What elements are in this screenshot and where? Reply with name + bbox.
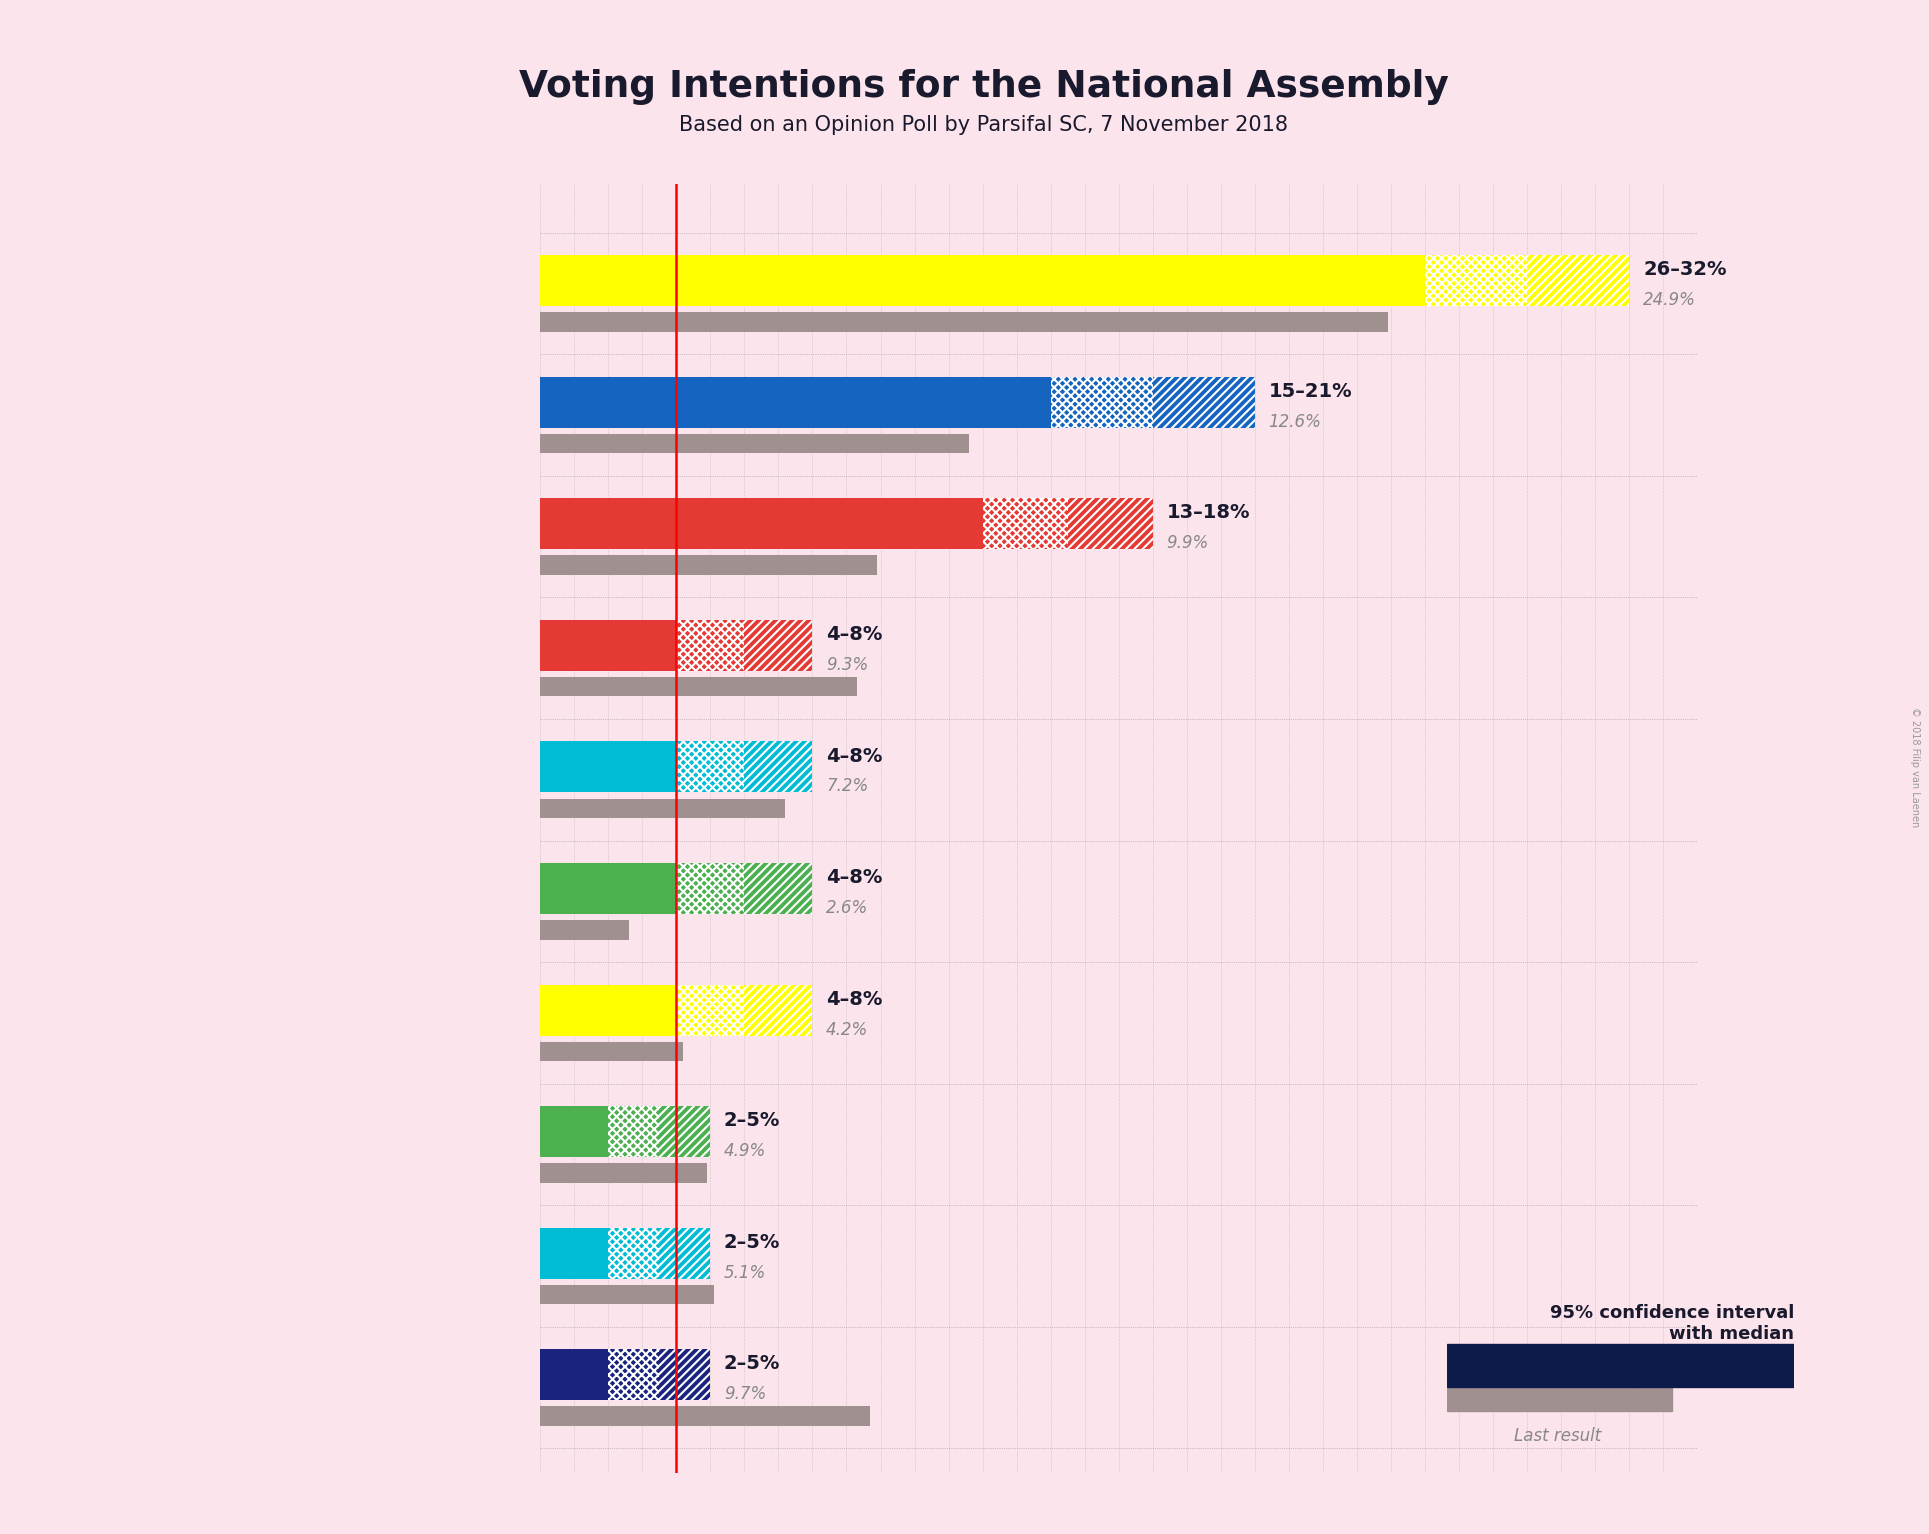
Text: 9.3%: 9.3% — [826, 657, 868, 673]
Text: © 2018 Filip van Laenen: © 2018 Filip van Laenen — [1910, 707, 1921, 827]
Bar — [540, 676, 856, 696]
Text: 2–5%: 2–5% — [723, 1233, 781, 1252]
Bar — [660, 1350, 710, 1401]
Text: 26–32%: 26–32% — [1644, 261, 1726, 279]
Bar — [608, 1227, 660, 1279]
Text: 4–8%: 4–8% — [826, 624, 882, 644]
Bar — [745, 741, 812, 793]
Text: 95% confidence interval
with median: 95% confidence interval with median — [1549, 1304, 1794, 1342]
Bar — [1447, 1344, 1638, 1387]
Text: 2.6%: 2.6% — [826, 899, 868, 917]
Bar — [982, 499, 1069, 549]
Bar — [1051, 377, 1154, 428]
Text: 9.9%: 9.9% — [1167, 534, 1209, 552]
Bar — [540, 499, 982, 549]
Bar — [677, 985, 745, 1035]
Text: 15–21%: 15–21% — [1269, 382, 1352, 400]
Bar — [660, 1106, 710, 1157]
Bar — [540, 864, 677, 914]
Bar — [1725, 1344, 1794, 1387]
Bar — [1069, 499, 1154, 549]
Bar — [540, 1106, 608, 1157]
Bar — [540, 799, 785, 818]
Bar — [540, 1227, 608, 1279]
Bar — [540, 920, 629, 940]
Bar — [745, 985, 812, 1035]
Text: Based on an Opinion Poll by Parsifal SC, 7 November 2018: Based on an Opinion Poll by Parsifal SC,… — [679, 115, 1289, 135]
Bar — [1528, 255, 1630, 307]
Text: 4–8%: 4–8% — [826, 989, 882, 1009]
Bar — [677, 620, 745, 670]
Text: 4.9%: 4.9% — [723, 1143, 766, 1160]
Text: 7.2%: 7.2% — [826, 778, 868, 796]
Bar — [608, 1106, 660, 1157]
Text: 12.6%: 12.6% — [1269, 413, 1321, 431]
Bar — [1154, 377, 1256, 428]
Text: 2–5%: 2–5% — [723, 1355, 781, 1373]
Text: 2–5%: 2–5% — [723, 1111, 781, 1131]
Bar — [540, 985, 677, 1035]
Bar — [1426, 255, 1528, 307]
Bar — [608, 1350, 660, 1401]
Bar — [540, 741, 677, 793]
Bar — [540, 255, 1426, 307]
Text: 5.1%: 5.1% — [723, 1264, 766, 1282]
Text: Voting Intentions for the National Assembly: Voting Intentions for the National Assem… — [519, 69, 1449, 104]
Bar — [540, 434, 968, 454]
Text: Last result: Last result — [1514, 1427, 1601, 1445]
Bar — [1447, 1388, 1672, 1411]
Bar — [1638, 1344, 1725, 1387]
Bar — [540, 1163, 706, 1183]
Bar — [540, 1407, 870, 1425]
Bar — [677, 741, 745, 793]
Bar — [540, 1350, 608, 1401]
Bar — [540, 620, 677, 670]
Bar — [540, 1285, 714, 1304]
Text: 9.7%: 9.7% — [723, 1385, 766, 1404]
Bar — [540, 555, 878, 575]
Bar — [660, 1227, 710, 1279]
Bar — [745, 620, 812, 670]
Bar — [745, 864, 812, 914]
Bar — [540, 313, 1387, 331]
Text: 13–18%: 13–18% — [1167, 503, 1250, 523]
Text: 4–8%: 4–8% — [826, 868, 882, 887]
Text: 4.2%: 4.2% — [826, 1020, 868, 1039]
Text: 24.9%: 24.9% — [1644, 291, 1696, 310]
Bar — [540, 377, 1051, 428]
Bar — [540, 1042, 683, 1062]
Text: 4–8%: 4–8% — [826, 747, 882, 765]
Bar — [677, 864, 745, 914]
